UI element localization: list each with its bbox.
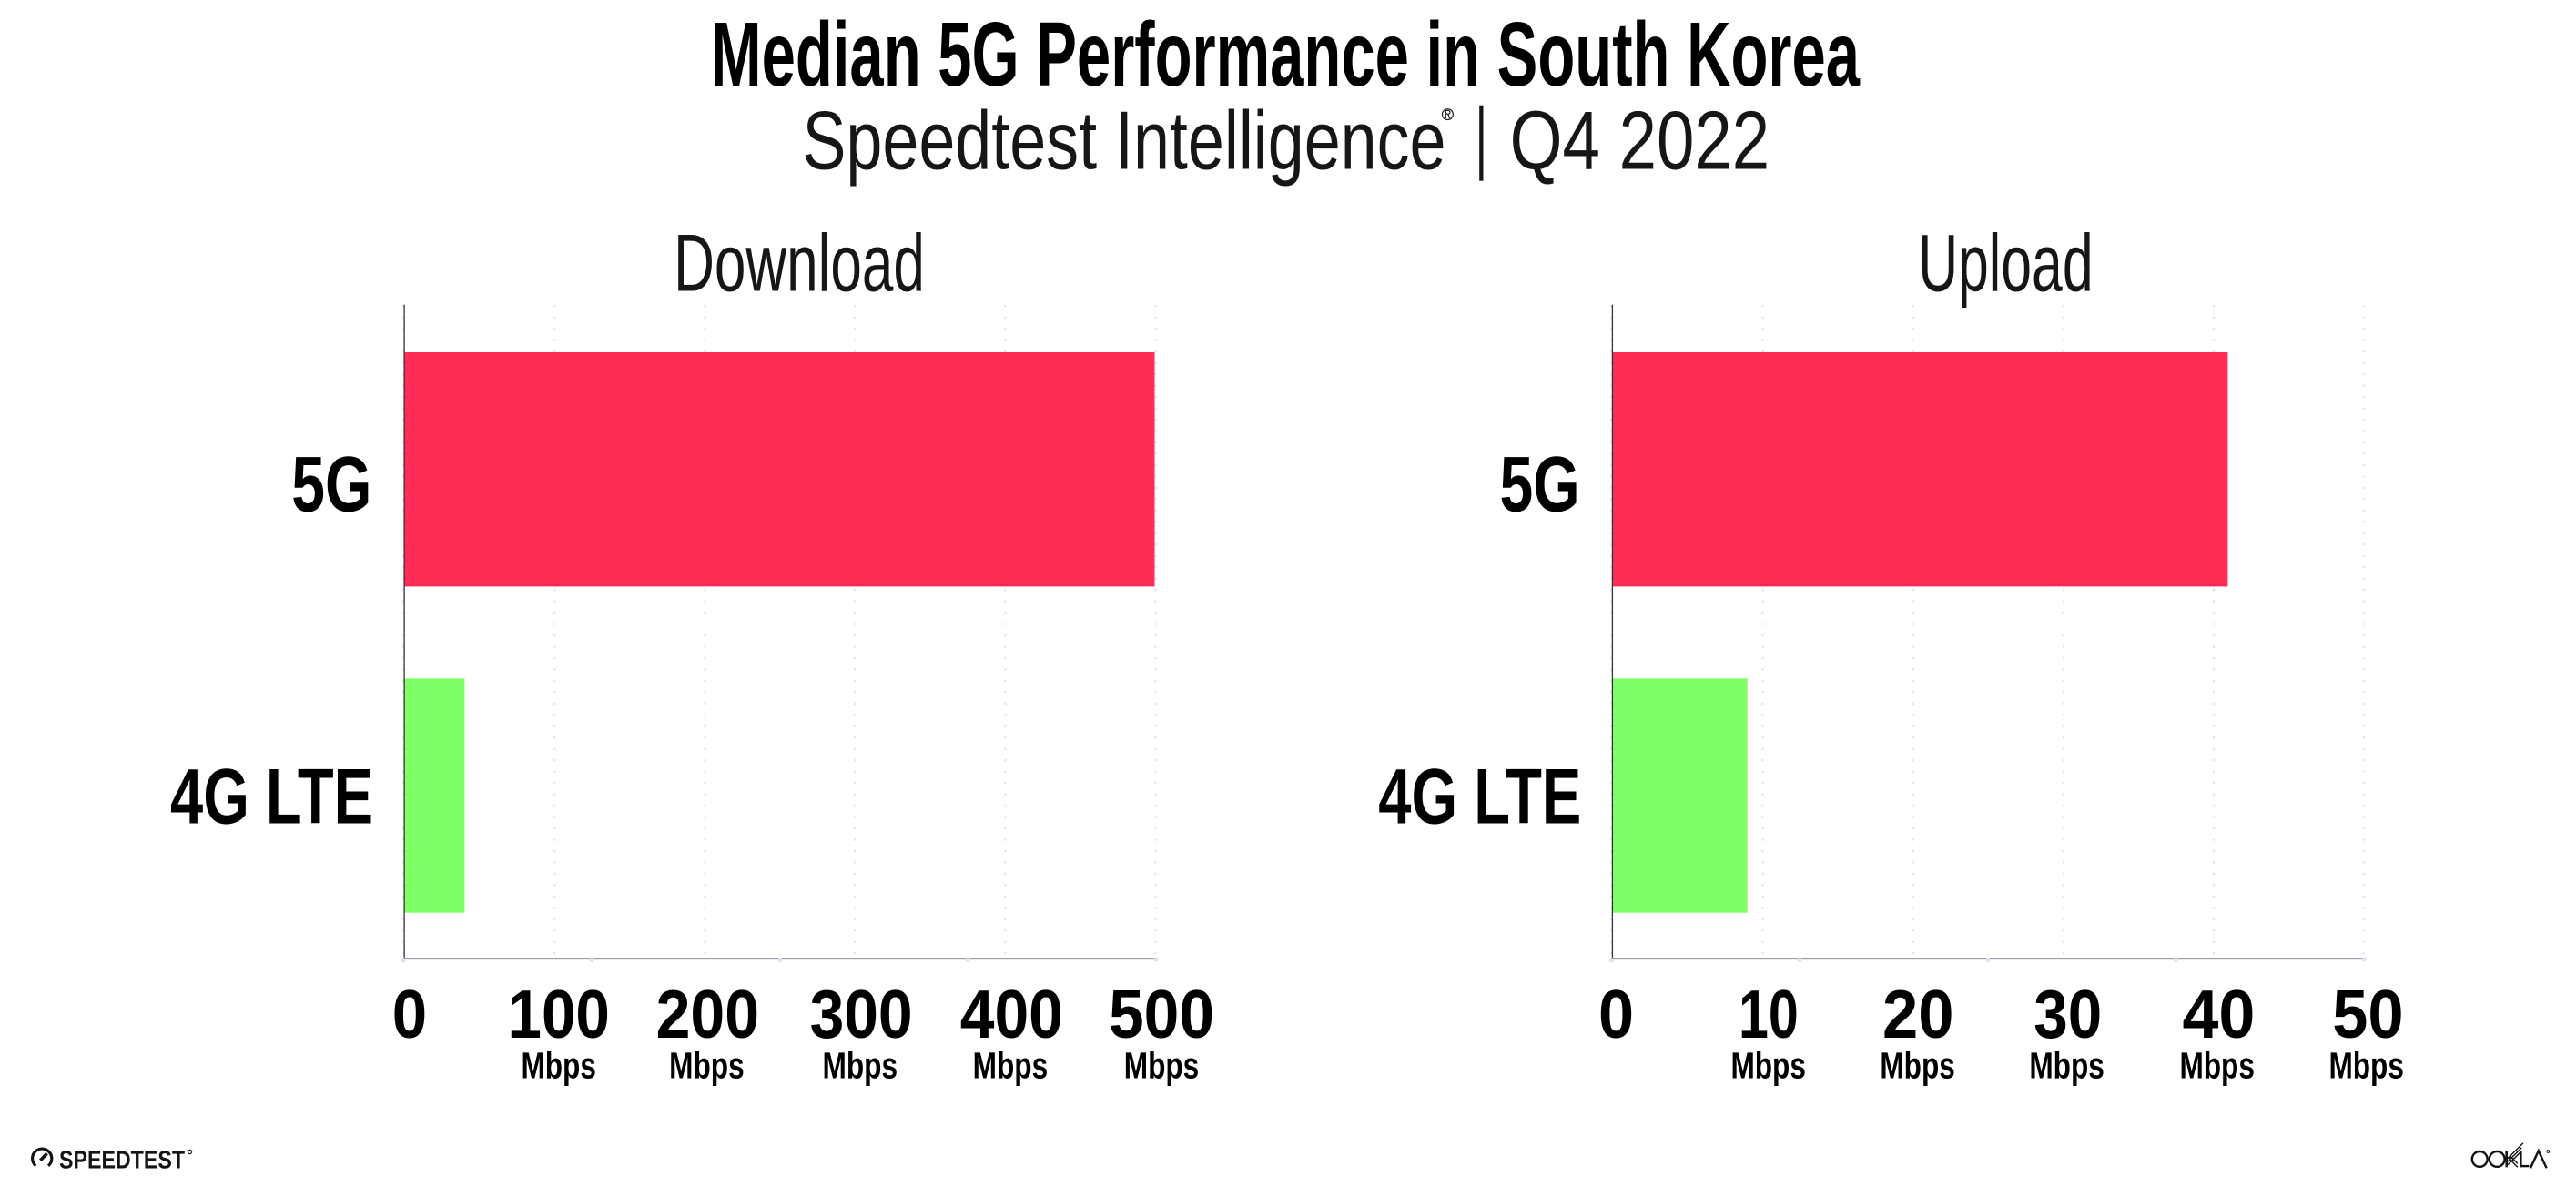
svg-text:4G LTE: 4G LTE bbox=[170, 754, 373, 841]
svg-text:5G: 5G bbox=[291, 441, 371, 529]
svg-text:Mbps: Mbps bbox=[521, 1044, 596, 1086]
svg-text:300: 300 bbox=[810, 976, 913, 1052]
svg-text:Mbps: Mbps bbox=[2179, 1044, 2255, 1086]
svg-text:30: 30 bbox=[2033, 976, 2102, 1052]
svg-text:20: 20 bbox=[1882, 976, 1953, 1052]
svg-text:400: 400 bbox=[960, 976, 1063, 1052]
svg-text:100: 100 bbox=[508, 976, 610, 1052]
svg-text:Mbps: Mbps bbox=[1124, 1044, 1200, 1086]
svg-text:200: 200 bbox=[656, 976, 759, 1052]
svg-text:4G LTE: 4G LTE bbox=[1378, 754, 1581, 841]
svg-text:Upload: Upload bbox=[1918, 218, 2093, 309]
svg-text:Q4 2022: Q4 2022 bbox=[1510, 96, 1770, 188]
svg-text:Mbps: Mbps bbox=[2328, 1044, 2404, 1086]
svg-text:Mbps: Mbps bbox=[1880, 1044, 1955, 1086]
svg-text:Mbps: Mbps bbox=[2029, 1044, 2104, 1086]
svg-text:SPEEDTEST: SPEEDTEST bbox=[59, 1145, 185, 1173]
svg-text:Median 5G Performance in South: Median 5G Performance in South Korea bbox=[711, 4, 1861, 106]
svg-text:Mbps: Mbps bbox=[973, 1044, 1049, 1086]
svg-text:5G: 5G bbox=[1500, 441, 1580, 529]
svg-text:Speedtest Intelligence: Speedtest Intelligence bbox=[803, 96, 1446, 188]
svg-text:0: 0 bbox=[1598, 976, 1634, 1052]
svg-text:Mbps: Mbps bbox=[1730, 1044, 1806, 1086]
svg-text:Download: Download bbox=[674, 218, 925, 309]
svg-text:50: 50 bbox=[2332, 976, 2403, 1052]
svg-text:Mbps: Mbps bbox=[669, 1044, 745, 1086]
svg-text:0: 0 bbox=[392, 976, 427, 1052]
svg-text:500: 500 bbox=[1109, 976, 1214, 1052]
svg-text:40: 40 bbox=[2182, 976, 2255, 1052]
svg-text:10: 10 bbox=[1739, 976, 1799, 1052]
svg-text:Mbps: Mbps bbox=[823, 1044, 898, 1086]
